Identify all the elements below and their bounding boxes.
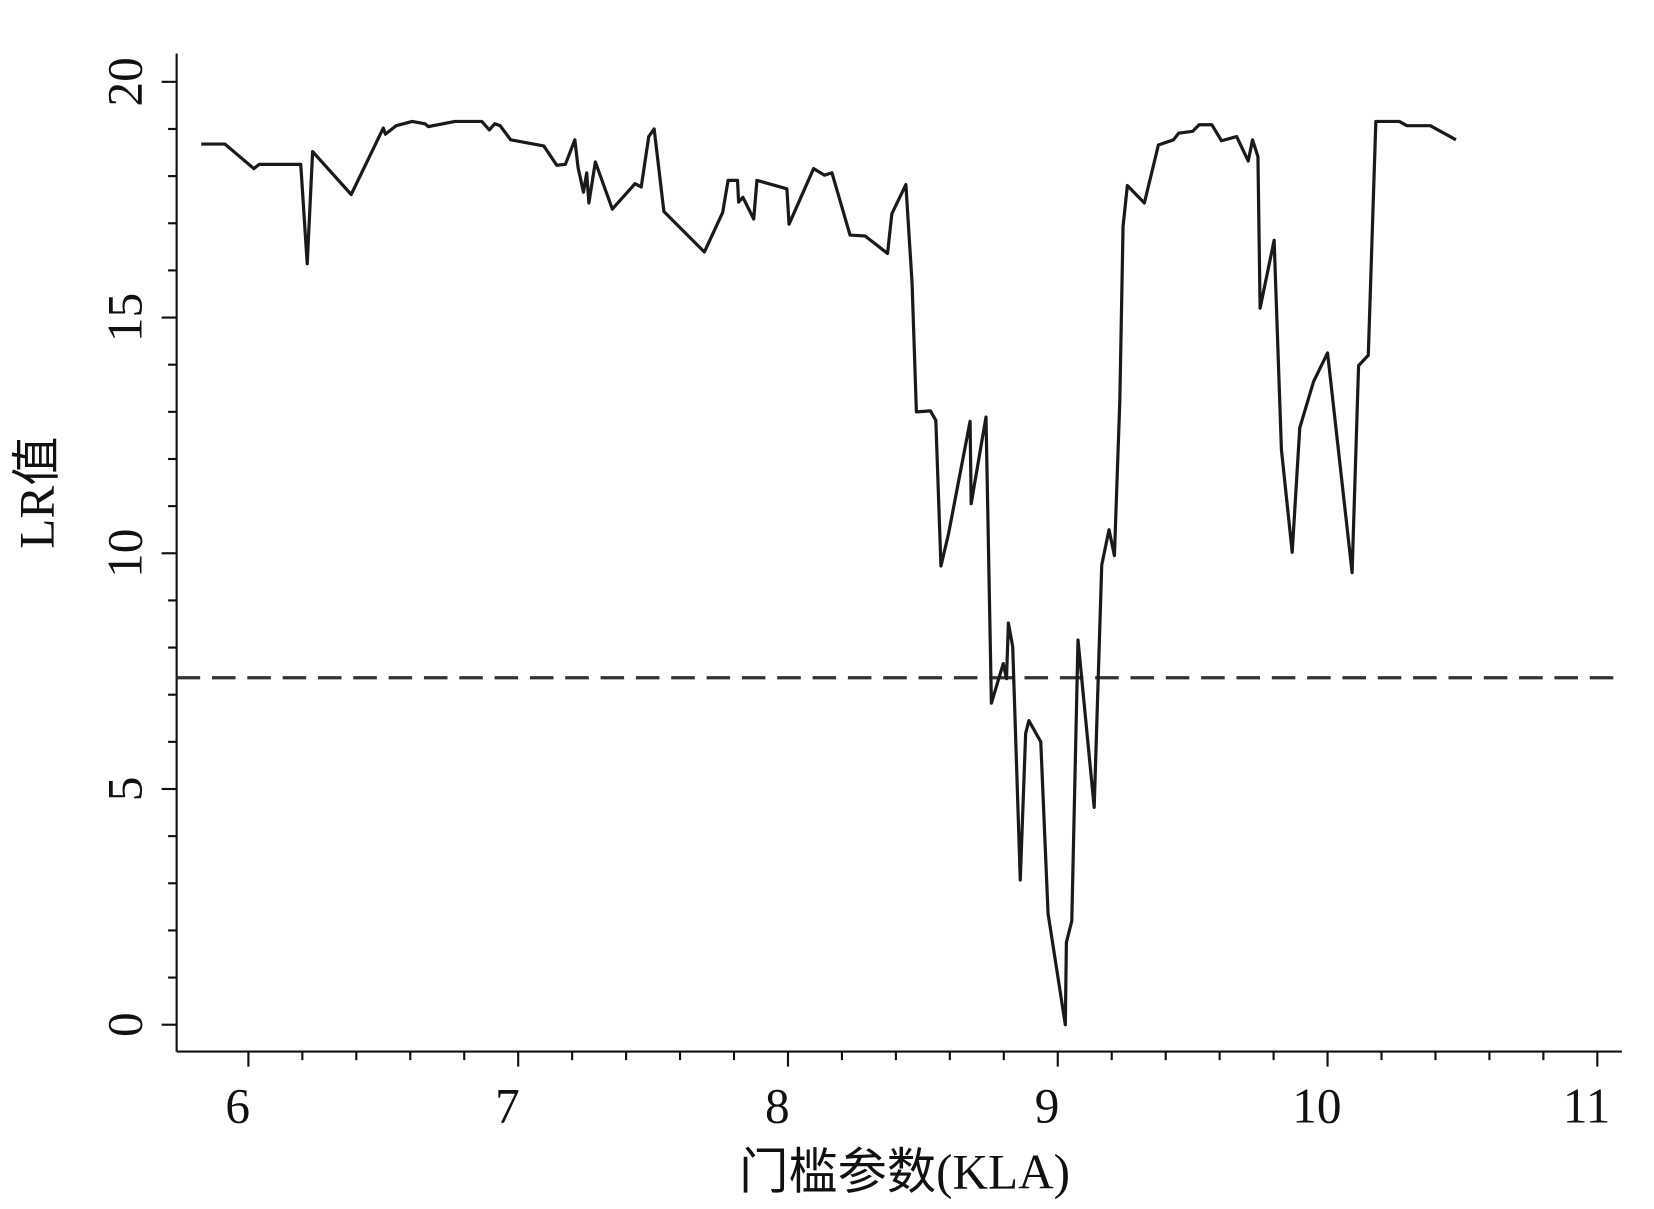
x-tick-label: 7	[495, 1078, 520, 1133]
x-tick-label: 11	[1563, 1078, 1610, 1133]
x-tick-label: 8	[765, 1078, 790, 1133]
x-axis-label: 门槛参数(KLA)	[739, 1145, 1070, 1200]
y-tick-label: 5	[97, 777, 152, 802]
x-tick-label: 6	[225, 1078, 250, 1133]
data-line	[201, 119, 1457, 1027]
y-axis-label: LR值	[10, 436, 65, 548]
y-tick-label: 20	[97, 57, 152, 106]
y-tick-label: 0	[97, 1012, 152, 1037]
x-tick-label: 9	[1035, 1078, 1060, 1133]
y-tick-label: 15	[97, 293, 152, 342]
x-tick-label: 10	[1292, 1078, 1341, 1133]
y-tick-label: 10	[97, 529, 152, 578]
